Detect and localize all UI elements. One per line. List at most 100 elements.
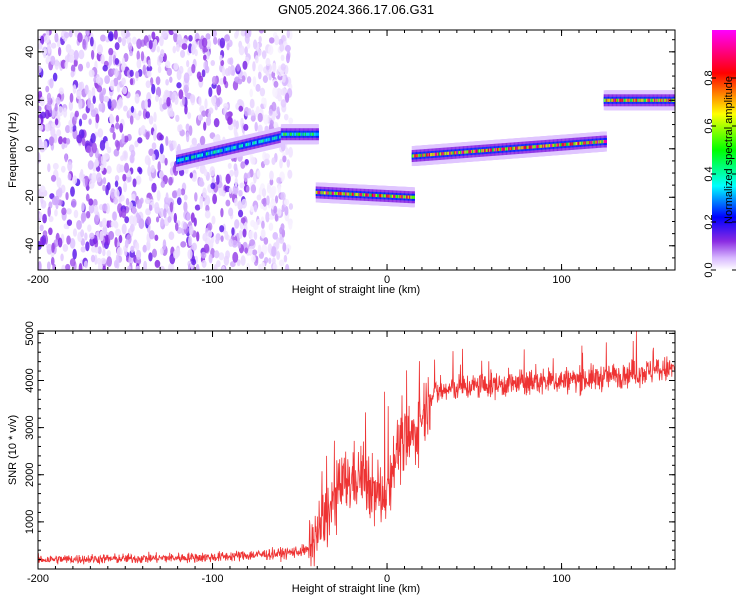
x-tick-label: -200	[27, 274, 49, 286]
spectrogram-noise-cell	[115, 114, 120, 123]
spectrogram-noise-cell	[272, 257, 276, 266]
spectrogram-noise-cell	[221, 66, 226, 77]
spectrogram-noise-cell	[142, 64, 146, 76]
spectrogram-noise-cell	[88, 118, 92, 125]
spectrogram-noise-cell	[227, 162, 232, 169]
spectrogram-noise-cell	[88, 203, 95, 214]
spectrogram-noise-cell	[61, 142, 66, 150]
spectrogram-noise-cell	[221, 190, 226, 197]
spectrogram-noise-cell	[275, 239, 280, 250]
spectrogram-noise-cell	[109, 115, 115, 125]
spectrogram-noise-cell	[161, 30, 168, 38]
spectrogram-noise-cell	[110, 188, 116, 199]
spectrogram-noise-cell	[69, 258, 76, 267]
spectrogram-noise-cell	[65, 263, 71, 270]
spectrogram-noise-cell	[40, 111, 47, 119]
spectrogram-noise-cell	[154, 259, 161, 268]
spectrogram-noise-cell	[90, 109, 97, 118]
spectrogram-noise-cell	[45, 85, 50, 93]
spectrogram-noise-cell	[106, 182, 111, 191]
spectrogram-noise-cell	[248, 108, 252, 116]
spectrogram-noise-cell	[153, 130, 157, 141]
spectrogram-noise-cell	[38, 261, 42, 270]
spectrogram-noise-cell	[225, 199, 231, 207]
spectrogram-noise-cell	[188, 125, 193, 136]
spectrogram-noise-cell	[216, 260, 221, 268]
spectrogram-noise-cell	[65, 137, 71, 145]
spectrogram-noise-cell	[203, 168, 208, 177]
spectrogram-noise-cell	[193, 217, 197, 227]
spectrogram-noise-cell	[121, 133, 125, 144]
spectrogram-noise-cell	[284, 205, 289, 216]
spectrogram-noise-cell	[68, 30, 73, 38]
spectrogram-noise-cell	[69, 238, 76, 249]
spectrogram-noise-cell	[78, 49, 85, 60]
spectrogram-noise-cell	[234, 219, 240, 229]
spectrogram-noise-cell	[135, 265, 140, 270]
spectrogram-noise-cell	[80, 212, 87, 223]
spectrogram-noise-cell	[84, 175, 89, 187]
spectrogram-noise-cell	[54, 118, 59, 126]
spectrogram-noise-cell	[50, 174, 57, 182]
snr-x-axis-label: Height of straight line (km)	[292, 583, 420, 595]
spectrogram-noise-cell	[128, 201, 133, 210]
spectrogram-noise-cell	[265, 69, 270, 76]
spectrogram-noise-cell	[147, 59, 151, 68]
spectrogram-noise-cell	[246, 42, 251, 49]
x-tick-label: -100	[202, 573, 224, 585]
spectrogram-noise-cell	[41, 234, 47, 246]
spectrogram-noise-cell	[160, 49, 165, 58]
y-tick-label: -20	[24, 189, 36, 205]
spectrogram-noise-cell	[96, 85, 103, 93]
spectrogram-noise-cell	[47, 206, 52, 217]
spectrogram-noise-cell	[91, 142, 97, 154]
spectrogram-noise-cell	[169, 201, 174, 213]
spectrogram-noise-cell	[216, 97, 221, 108]
spectrogram-noise-cell	[53, 195, 60, 205]
spectrogram-noise-cell	[250, 156, 256, 165]
spectrogram-noise-cell	[128, 255, 134, 265]
spectrogram-noise-cell	[207, 112, 211, 120]
spectrogram-noise-cell	[213, 264, 218, 270]
y-tick-label: 40	[24, 46, 36, 58]
spectrogram-noise-cell	[279, 43, 285, 52]
spectrogram-noise-cell	[124, 239, 129, 249]
spectrogram-noise-cell	[276, 87, 282, 98]
spectrogram-noise-cell	[227, 65, 231, 76]
spectrogram-noise-cell	[210, 182, 216, 190]
y-tick-label: 5000	[24, 321, 36, 345]
spectrogram-noise-cell	[200, 251, 207, 259]
y-tick-label: -40	[24, 238, 36, 254]
spectrogram-noise-cell	[182, 221, 188, 230]
spectrogram-noise-cell	[173, 62, 179, 71]
spectrogram-noise-cell	[77, 32, 83, 43]
spectrogram-noise-cell	[216, 174, 220, 185]
spectrogram-noise-cell	[252, 76, 257, 87]
snr-y-axis: 1000 2000 3000 4000 5000	[24, 321, 675, 570]
spectrogram-noise-cell	[49, 78, 54, 89]
spectrogram-noise-cell	[264, 153, 270, 160]
spectrogram-noise-cell	[280, 88, 287, 96]
spectrogram-noise-cell	[201, 69, 206, 78]
spectrogram-noise-cell	[116, 140, 121, 151]
spectrogram-noise-cell	[78, 262, 83, 270]
spectrogram-noise-cell	[248, 230, 254, 240]
spectrogram-noise-cell	[78, 98, 83, 110]
spectrogram-noise-cell	[129, 78, 134, 86]
spectrogram-noise-cell	[104, 140, 109, 150]
spectrogram-noise-cell	[277, 208, 282, 217]
spectrogram-noise-cell	[73, 58, 78, 67]
spectrogram-noise-cell	[213, 250, 220, 259]
spectrogram-noise-cell	[212, 193, 218, 205]
snr-panel: -200 -100 0 100 1000 2000 3000 4000 5000 Height…	[7, 321, 676, 595]
spectrogram-noise-cell	[199, 135, 206, 146]
spectrogram-noise-cell	[90, 254, 96, 263]
spectrogram-noise-cell	[224, 34, 230, 42]
spectrogram-noise-cell	[121, 208, 127, 219]
spectrogram-noise-cell	[90, 133, 96, 144]
spectrogram-noise-cell	[286, 159, 291, 168]
spectrogram-noise-cell	[219, 37, 226, 49]
spectrogram-noise-cell	[63, 223, 69, 230]
spectrogram-noise-cell	[54, 32, 59, 43]
